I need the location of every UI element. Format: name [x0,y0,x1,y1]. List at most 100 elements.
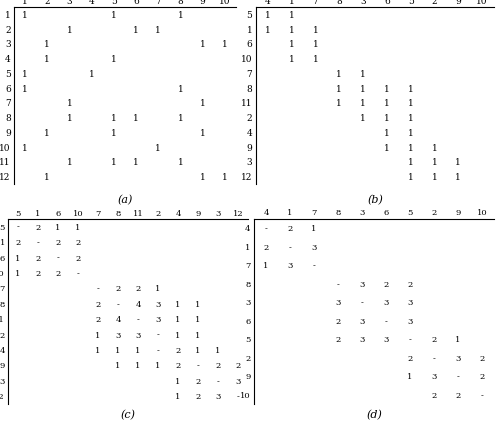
Text: 1: 1 [66,158,72,167]
Text: 10: 10 [476,209,488,217]
Text: (a): (a) [118,194,132,205]
Text: 2: 2 [36,269,41,277]
Text: 1: 1 [196,316,200,323]
Text: 2: 2 [5,25,10,34]
Text: 3: 3 [408,298,412,307]
Text: 9: 9 [456,0,461,6]
Text: 1: 1 [408,99,414,108]
Text: 2: 2 [16,239,20,246]
Text: 3: 3 [236,377,240,385]
Text: 1: 1 [22,70,28,79]
Text: 1: 1 [22,0,28,6]
Text: 1: 1 [133,158,139,167]
Text: 4: 4 [245,225,250,233]
Text: 2: 2 [136,285,140,293]
Text: 1: 1 [66,99,72,108]
Text: 10: 10 [241,55,252,64]
Text: 2: 2 [116,285,120,293]
Text: 1: 1 [384,99,390,108]
Text: 1: 1 [156,362,160,370]
Text: 2: 2 [432,209,436,217]
Text: 2: 2 [408,280,412,288]
Text: 7: 7 [245,261,250,270]
Text: 3: 3 [360,317,364,325]
Text: -: - [196,362,200,370]
Text: 1: 1 [0,239,5,246]
Text: 5: 5 [16,209,20,217]
Text: 8: 8 [245,280,250,288]
Text: 1: 1 [360,70,366,79]
Text: 1: 1 [22,143,28,152]
Text: 1: 1 [408,84,414,93]
Text: 2: 2 [216,362,220,370]
Text: 2: 2 [432,391,436,399]
Text: 4: 4 [5,55,10,64]
Text: 9: 9 [456,209,460,217]
Text: 1: 1 [66,114,72,123]
Text: 2: 2 [156,209,160,217]
Text: 1: 1 [89,70,94,79]
Text: (d): (d) [366,409,382,419]
Text: 1: 1 [176,377,180,385]
Text: 1: 1 [312,55,318,64]
Text: 11: 11 [132,209,143,217]
Text: 11: 11 [0,316,5,323]
Text: 10: 10 [72,209,84,217]
Text: 3: 3 [432,372,436,381]
Text: 1: 1 [360,99,366,108]
Text: 8: 8 [116,209,120,217]
Text: 2: 2 [96,300,100,308]
Text: 1: 1 [111,129,117,138]
Text: 1: 1 [56,223,60,231]
Text: 8: 8 [336,209,340,217]
Text: 1: 1 [176,300,180,308]
Text: 3: 3 [156,300,160,308]
Text: 1: 1 [178,11,184,20]
Text: 1: 1 [156,143,161,152]
Text: 1: 1 [96,331,100,339]
Text: 4: 4 [89,0,94,6]
Text: 10: 10 [240,391,250,399]
Text: 6: 6 [5,84,10,93]
Text: 4: 4 [176,209,181,217]
Text: 1: 1 [246,25,252,34]
Text: 10: 10 [0,269,5,277]
Text: -: - [432,354,436,362]
Text: 1: 1 [456,173,461,182]
Text: 1: 1 [176,393,180,400]
Text: 3: 3 [288,261,292,270]
Text: 1: 1 [66,25,72,34]
Text: -: - [360,298,364,307]
Text: 1: 1 [456,158,461,167]
Text: 9: 9 [5,129,10,138]
Text: 2: 2 [196,377,200,385]
Text: -: - [76,269,80,277]
Text: 4: 4 [0,346,5,354]
Text: 1: 1 [96,346,100,354]
Text: 11: 11 [241,99,252,108]
Text: 1: 1 [245,243,250,251]
Text: 1: 1 [384,114,390,123]
Text: 1: 1 [116,346,120,354]
Text: 1: 1 [111,114,117,123]
Text: 3: 3 [312,243,316,251]
Text: 2: 2 [36,223,41,231]
Text: 1: 1 [44,40,50,49]
Text: 3: 3 [384,298,388,307]
Text: 2: 2 [76,239,80,246]
Text: 7: 7 [5,99,10,108]
Text: 1: 1 [200,129,205,138]
Text: 3: 3 [360,335,364,344]
Text: 1: 1 [116,362,120,370]
Text: 12: 12 [0,393,5,400]
Text: 2: 2 [36,254,41,262]
Text: 2: 2 [247,114,252,123]
Text: 2: 2 [384,280,388,288]
Text: 8: 8 [0,300,5,308]
Text: 1: 1 [222,40,228,49]
Text: -: - [236,393,240,400]
Text: 7: 7 [312,209,316,217]
Text: 1: 1 [312,225,316,233]
Text: 1: 1 [312,25,318,34]
Text: 2: 2 [56,239,60,246]
